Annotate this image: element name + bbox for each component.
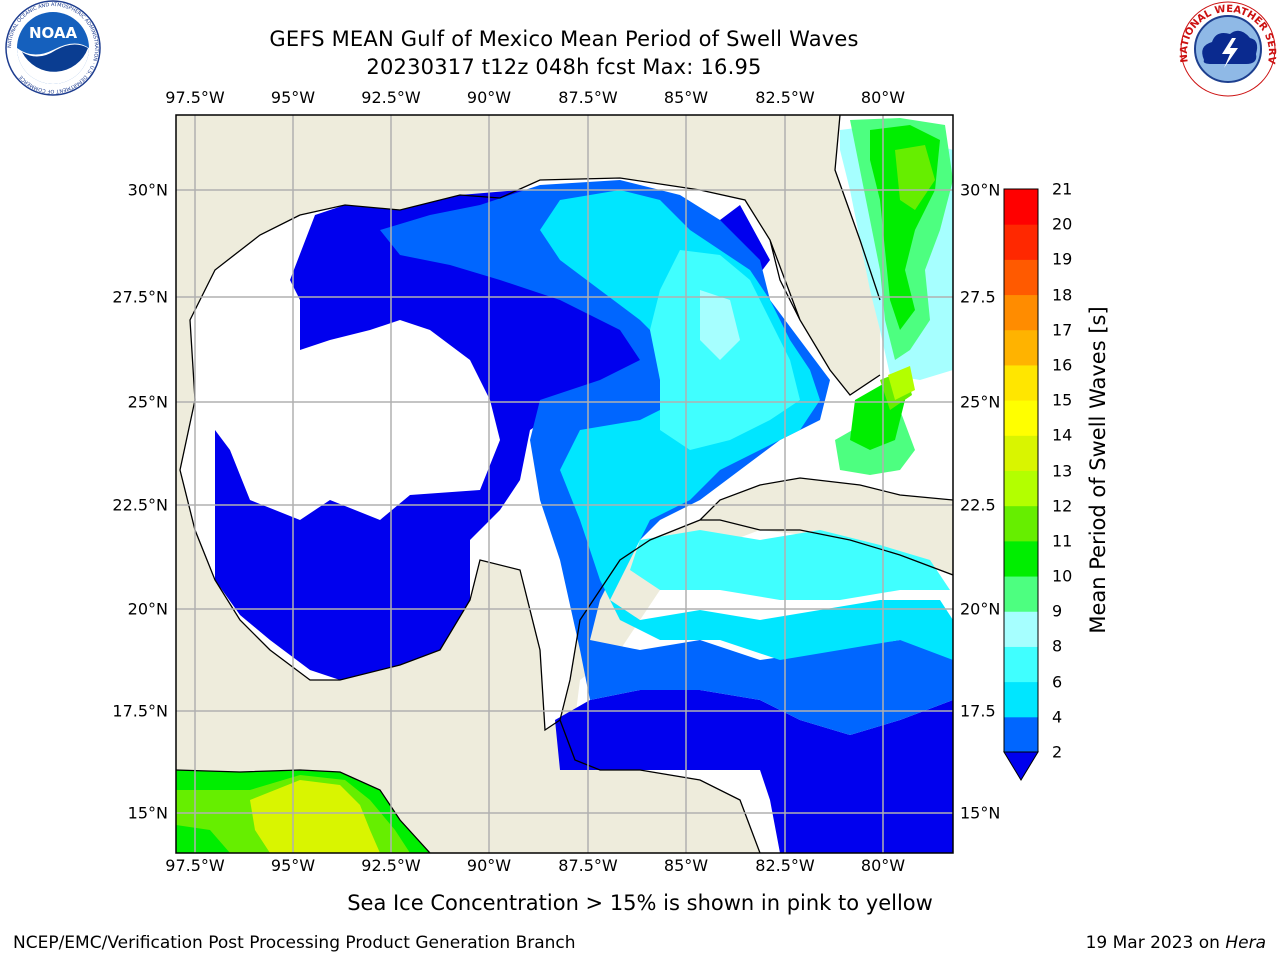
- colorbar-tick-label: 13: [1052, 461, 1073, 480]
- lon-tick-top: 95°W: [270, 88, 316, 107]
- colorbar-segment: [1004, 681, 1038, 718]
- lon-tick-bottom: 95°W: [270, 856, 316, 875]
- lat-tick-right: 22.5: [960, 495, 996, 515]
- coastline-gulf: [176, 115, 953, 853]
- swell-field-11-12: [880, 145, 935, 410]
- lon-tick-bottom: 85°W: [663, 856, 709, 875]
- swell-field-12-13: [888, 366, 915, 400]
- colorbar-title: Mean Period of Swell Waves [s]: [1086, 306, 1110, 634]
- colorbar-segment: [1004, 576, 1038, 612]
- nws-logo-icon: NATIONAL WEATHER SERVICE: [1178, 0, 1277, 97]
- lat-tick-left: 30°N: [127, 180, 168, 200]
- colorbar-tick-label: 18: [1052, 285, 1073, 305]
- lon-tick-top: 87.5°W: [558, 88, 618, 107]
- swell-field-pacific-high: [250, 780, 380, 853]
- colorbar-segment: [1004, 259, 1038, 296]
- colorbar: [1003, 188, 1039, 781]
- credit-text: NCEP/EMC/Verification Post Processing Pr…: [13, 933, 576, 953]
- lon-tick-top: 90°W: [466, 88, 512, 107]
- lon-tick-top: 80°W: [860, 88, 906, 107]
- colorbar-tick-label: 11: [1052, 531, 1073, 551]
- lon-tick-top: 82.5°W: [755, 88, 815, 107]
- lat-tick-left: 22.5°N: [112, 495, 168, 515]
- map-subtitle: 20230317 t12z 048h fcst Max: 16.95: [366, 55, 762, 79]
- lat-tick-right: 30°N: [960, 180, 1001, 200]
- noaa-logo-icon: NOAA NATIONAL OCEANIC AND ATMOSPHERIC AD…: [5, 0, 101, 96]
- lat-tick-left: 27.5°N: [112, 287, 168, 307]
- lon-tick-bottom: 82.5°W: [755, 856, 815, 875]
- colorbar-tick-label: 6: [1052, 672, 1063, 692]
- colorbar-segment: [1004, 400, 1038, 436]
- lon-tick-bottom: 97.5°W: [165, 856, 225, 875]
- colorbar-segment: [1004, 470, 1038, 507]
- date-credit: 19 Mar 2023 on Hera: [1086, 933, 1266, 953]
- colorbar-tick-label: 17: [1052, 320, 1073, 340]
- date-credit-prefix: 19 Mar 2023 on: [1085, 933, 1226, 953]
- map-frame: [175, 114, 954, 854]
- lat-tick-right: 27.5: [960, 287, 996, 307]
- map-title: GEFS MEAN Gulf of Mexico Mean Period of …: [269, 27, 859, 51]
- lat-tick-right: 20°N: [960, 599, 1001, 619]
- colorbar-tick-label: 10: [1052, 566, 1073, 586]
- colorbar-tick-label: 9: [1052, 601, 1063, 621]
- colorbar-segment: [1004, 505, 1038, 542]
- lon-tick-top: 92.5°W: [361, 88, 421, 107]
- colorbar-extend-triangle: [1003, 751, 1039, 781]
- lon-tick-bottom: 80°W: [860, 856, 906, 875]
- colorbar-tick-label: 12: [1052, 496, 1073, 516]
- lon-tick-top: 85°W: [663, 88, 709, 107]
- colorbar-tick-label: 19: [1052, 249, 1073, 269]
- sea-ice-note: Sea Ice Concentration > 15% is shown in …: [347, 891, 933, 915]
- lat-tick-right: 15°N: [960, 803, 1001, 823]
- colorbar-segment: [1004, 540, 1038, 577]
- colorbar-segment: [1004, 224, 1038, 260]
- lat-tick-left: 20°N: [127, 599, 168, 619]
- lat-tick-right: 17.5: [960, 701, 996, 721]
- lon-tick-bottom: 90°W: [466, 856, 512, 875]
- colorbar-tick-label: 4: [1052, 707, 1063, 727]
- colorbar-segment: [1004, 716, 1038, 753]
- colorbar-tick-label: 14: [1052, 425, 1073, 445]
- lat-tick-left: 15°N: [127, 803, 168, 823]
- colorbar-tick-label: 8: [1052, 636, 1063, 656]
- colorbar-tick-label: 2: [1052, 742, 1063, 762]
- colorbar-segment: [1004, 646, 1038, 683]
- lon-tick-top: 97.5°W: [165, 88, 225, 107]
- lat-tick-left: 25°N: [127, 392, 168, 412]
- host-name: Hera: [1225, 933, 1266, 953]
- colorbar-segments: [1004, 189, 1038, 753]
- colorbar-segment: [1004, 611, 1038, 647]
- colorbar-segment: [1004, 189, 1038, 225]
- coastlines: [176, 115, 953, 853]
- colorbar-segment: [1004, 435, 1038, 471]
- colorbar-tick-label: 21: [1052, 179, 1073, 199]
- lat-tick-left: 17.5°N: [112, 701, 168, 721]
- lon-tick-bottom: 87.5°W: [558, 856, 618, 875]
- lat-tick-right: 25°N: [960, 392, 1001, 412]
- colorbar-segment: [1004, 294, 1038, 331]
- graticule: [176, 115, 953, 853]
- colorbar-segment: [1004, 329, 1038, 366]
- lon-tick-bottom: 92.5°W: [361, 856, 421, 875]
- colorbar-segment: [1004, 364, 1038, 401]
- noaa-logo-text: NOAA: [29, 24, 78, 42]
- colorbar-tick-label: 20: [1052, 214, 1073, 234]
- colorbar-tick-label: 15: [1052, 390, 1073, 410]
- colorbar-tick-label: 16: [1052, 355, 1073, 375]
